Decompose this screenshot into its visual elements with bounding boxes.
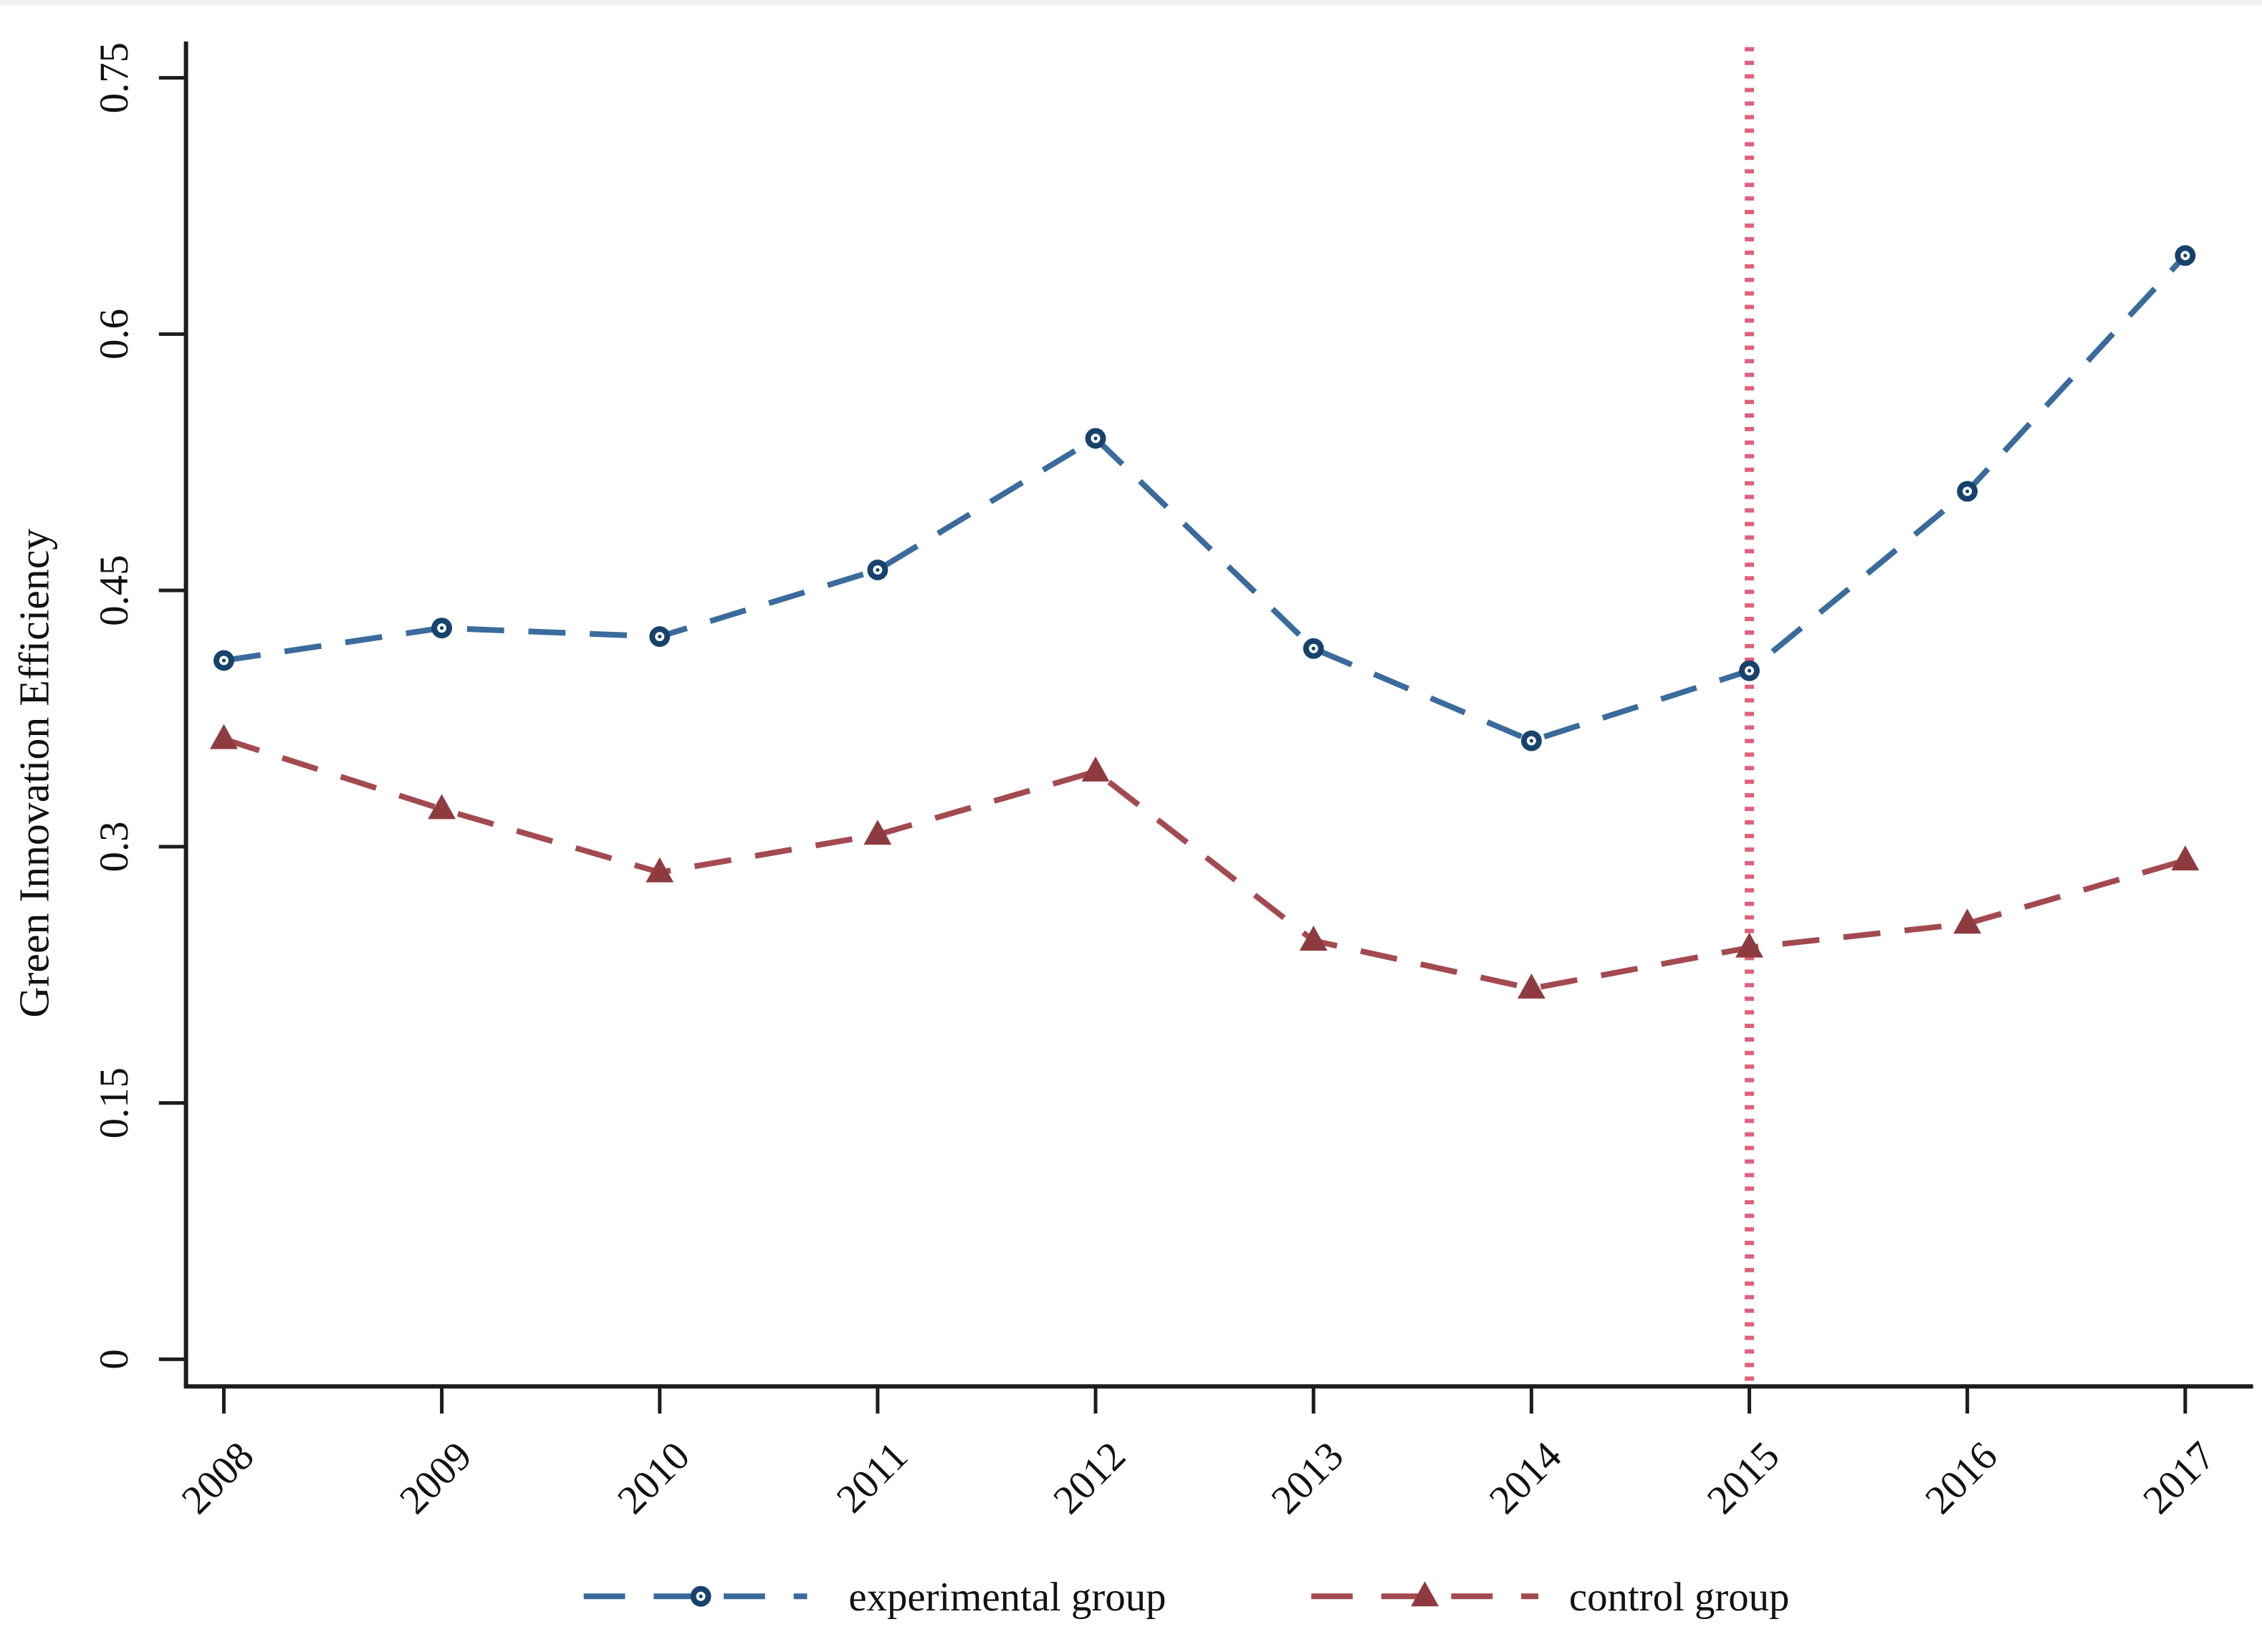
circle-marker-dot bbox=[1311, 646, 1315, 650]
legend-item-control-group: control group bbox=[1311, 1575, 1789, 1620]
circle-marker-dot bbox=[1747, 668, 1752, 673]
x-tick-label: 2010 bbox=[609, 1434, 699, 1523]
experimental-point-2012 bbox=[1085, 428, 1106, 449]
control-point-2016 bbox=[1953, 908, 1982, 934]
experimental-point-2014 bbox=[1520, 730, 1542, 751]
control-group-line bbox=[223, 736, 2186, 991]
control-point-2014 bbox=[1517, 973, 1545, 999]
x-tick-label: 2009 bbox=[391, 1434, 481, 1523]
circle-marker-dot bbox=[1529, 739, 1533, 743]
control-point-2011 bbox=[863, 820, 892, 845]
legend-label-control: control group bbox=[1569, 1575, 1790, 1620]
circle-marker-dot bbox=[439, 626, 444, 630]
control-point-2013 bbox=[1299, 926, 1328, 951]
x-tick-label: 2017 bbox=[2134, 1434, 2224, 1523]
line-chart: 0 0.15 0.3 0.45 0.6 0.75 2008 2009 2010 2011 2012 2… bbox=[10, 41, 2253, 1620]
x-tick-label: 2011 bbox=[828, 1434, 916, 1522]
y-tick-label: 0.75 bbox=[92, 42, 137, 113]
circle-marker-dot bbox=[1965, 489, 1970, 494]
experimental-point-2017 bbox=[2175, 245, 2196, 266]
y-tick-label: 0.45 bbox=[92, 554, 137, 625]
y-axis-title: Green Innovation Efficiency bbox=[10, 529, 57, 1018]
legend: experimental group control group bbox=[583, 1575, 1789, 1620]
experimental-group-line bbox=[223, 254, 2187, 744]
x-tick-label: 2016 bbox=[1917, 1434, 2006, 1523]
experimental-point-2008 bbox=[213, 650, 234, 671]
experimental-point-2009 bbox=[431, 618, 453, 639]
legend-circle-icon bbox=[690, 1585, 711, 1607]
circle-marker-dot bbox=[699, 1594, 703, 1598]
circle-marker-dot bbox=[2183, 254, 2187, 258]
axes: 0 0.15 0.3 0.45 0.6 0.75 2008 2009 2010 2011 2012 2… bbox=[10, 41, 2253, 1523]
x-tick-label: 2008 bbox=[173, 1434, 263, 1523]
circle-marker-dot bbox=[1093, 436, 1098, 441]
x-tick-label: 2015 bbox=[1699, 1434, 1788, 1523]
control-point-2012 bbox=[1081, 757, 1110, 782]
legend-triangle-icon bbox=[1411, 1581, 1439, 1607]
control-point-2017 bbox=[2171, 845, 2200, 870]
experimental-point-2011 bbox=[867, 560, 888, 581]
x-tick-label: 2014 bbox=[1481, 1434, 1571, 1523]
experimental-point-2010 bbox=[649, 626, 671, 648]
y-tick-label: 0.15 bbox=[92, 1067, 137, 1138]
control-point-2015 bbox=[1735, 932, 1763, 958]
circle-marker-dot bbox=[658, 634, 662, 639]
series-lines bbox=[209, 245, 2200, 999]
experimental-point-2015 bbox=[1739, 660, 1760, 681]
legend-item-experimental-group: experimental group bbox=[583, 1575, 1166, 1620]
control-point-2010 bbox=[646, 857, 674, 883]
x-tick-label: 2012 bbox=[1045, 1434, 1134, 1523]
y-tick-label: 0.6 bbox=[92, 309, 137, 360]
legend-label-experimental: experimental group bbox=[848, 1575, 1166, 1620]
experimental-point-2013 bbox=[1303, 638, 1324, 659]
circle-marker-dot bbox=[221, 658, 226, 663]
circle-marker-dot bbox=[876, 567, 880, 572]
x-tick-label: 2013 bbox=[1262, 1434, 1352, 1523]
experimental-point-2016 bbox=[1957, 481, 1978, 502]
control-point-2008 bbox=[209, 724, 238, 749]
y-tick-label: 0 bbox=[92, 1349, 137, 1369]
y-tick-label: 0.3 bbox=[92, 821, 137, 872]
control-point-2009 bbox=[428, 794, 456, 820]
